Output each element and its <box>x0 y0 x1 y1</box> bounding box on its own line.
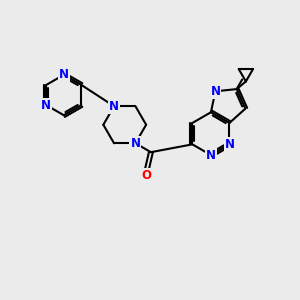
Text: N: N <box>210 85 220 98</box>
Text: N: N <box>206 148 216 162</box>
Text: N: N <box>224 138 235 151</box>
Text: O: O <box>141 169 152 182</box>
Text: N: N <box>59 68 69 81</box>
Text: N: N <box>130 137 140 150</box>
Text: N: N <box>41 99 51 112</box>
Text: N: N <box>109 100 119 113</box>
